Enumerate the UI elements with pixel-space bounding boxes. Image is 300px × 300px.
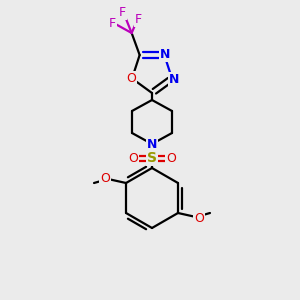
- Text: O: O: [166, 152, 176, 164]
- Text: F: F: [109, 16, 116, 29]
- Text: N: N: [147, 137, 157, 151]
- Text: O: O: [128, 152, 138, 164]
- Text: O: O: [194, 212, 204, 224]
- Text: O: O: [126, 72, 136, 85]
- Text: F: F: [119, 5, 126, 19]
- Text: S: S: [147, 151, 157, 165]
- Text: O: O: [100, 172, 110, 184]
- Text: F: F: [135, 13, 142, 26]
- Text: N: N: [169, 73, 179, 86]
- Text: N: N: [160, 47, 170, 61]
